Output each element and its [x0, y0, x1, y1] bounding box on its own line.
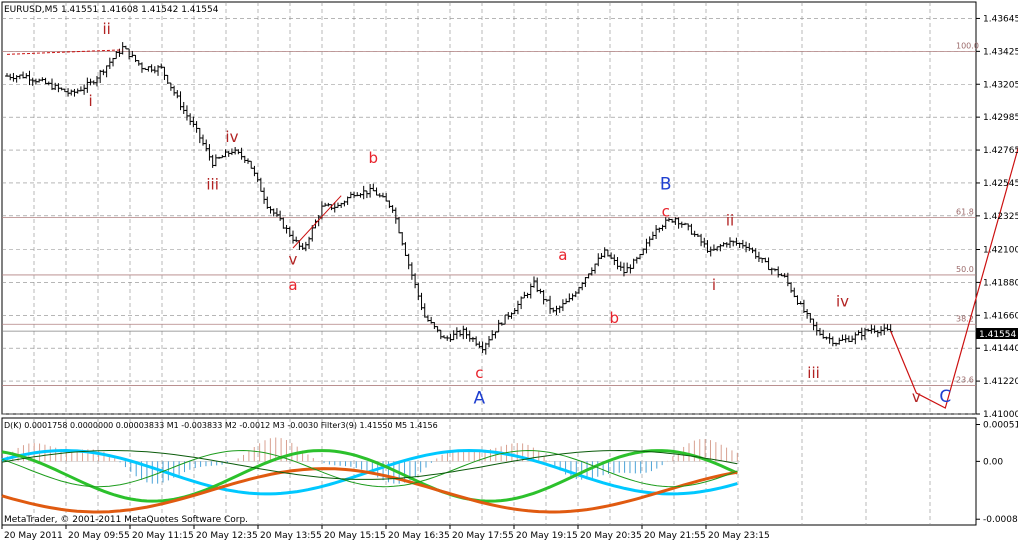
wave-label: iv [836, 292, 849, 310]
price-axis: 1.43645 1.43425 1.43205 1.42985 1.42765 1.425… [976, 14, 1018, 420]
time-tick-label: 20 May 17:55 [452, 531, 514, 541]
price-tick-label: 1.42545 [983, 179, 1018, 189]
wave-label: b [610, 309, 620, 327]
fibonacci-levels: 100.0 61.8 50.0 38.2 23.6 [2, 41, 979, 386]
fib-level-label: 100.0 [956, 41, 979, 50]
wave-label: a [558, 246, 567, 264]
price-tick-label: 1.41440 [983, 344, 1018, 354]
wave-label: ii [102, 20, 110, 38]
indicator-axis: 0.00051 0.00 -0.00080 [976, 421, 1018, 525]
wave-label: v [289, 250, 298, 268]
wave-label: a [288, 276, 297, 294]
wave-label: B [660, 175, 672, 195]
trend-line [292, 195, 342, 249]
wave-label: i [88, 92, 92, 110]
wave-label: i [712, 276, 716, 294]
time-tick-label: 20 May 12:35 [196, 531, 258, 541]
indicator-series [1, 437, 740, 514]
indicator-line [1, 449, 738, 503]
copyright-text: MetaTrader, © 2001-2011 MetaQuotes Softw… [4, 515, 248, 525]
fib-level-label: 50.0 [956, 265, 974, 274]
wave-label: ii [726, 212, 734, 230]
wave-label: v [912, 388, 921, 406]
wave-label: iii [807, 364, 820, 382]
fib-level-label: 23.6 [956, 376, 974, 385]
chart-header: EURUSD,M5 1.41551 1.41608 1.41542 1.4155… [4, 5, 219, 15]
trend-line [6, 49, 123, 55]
price-tick-label: 1.41220 [983, 377, 1018, 387]
price-tick-label: 1.42325 [983, 212, 1018, 222]
wave-projection-lines [6, 49, 1018, 409]
main-grid [2, 2, 976, 415]
indicator-line [1, 467, 738, 514]
current-price-badge: 1.41554 [979, 330, 1016, 340]
time-tick-label: 20 May 2011 [4, 531, 63, 541]
price-bars [5, 42, 893, 355]
price-tick-label: 1.43645 [983, 14, 1018, 24]
indicator-tick-label: 0.00051 [983, 421, 1018, 431]
time-axis: 20 May 2011 20 May 09:55 20 May 11:15 20 Ma… [1, 525, 770, 541]
wave-label: iv [225, 128, 238, 146]
wave-label: iii [206, 176, 219, 194]
price-tick-label: 1.43425 [983, 47, 1018, 57]
price-tick-label: 1.42765 [983, 146, 1018, 156]
wave-label: C [939, 387, 951, 407]
price-tick-label: 1.41880 [983, 278, 1018, 288]
time-tick-label: 20 May 20:35 [580, 531, 642, 541]
fib-level-label: 61.8 [956, 207, 974, 216]
price-tick-label: 1.42985 [983, 113, 1018, 123]
wave-label: A [474, 389, 486, 409]
current-price-badge-bg [976, 328, 1018, 339]
time-tick-label: 20 May 23:15 [708, 531, 770, 541]
time-tick-label: 20 May 21:55 [644, 531, 706, 541]
main-plot-frame [1, 1, 977, 415]
wave-label: c [475, 364, 483, 382]
indicator-grid [33, 418, 931, 525]
time-tick-label: 20 May 09:55 [68, 531, 130, 541]
indicator-line [1, 449, 738, 488]
indicator-header: D(K) 0.0001758 0.0000000 0.00003833 M1 -… [4, 421, 438, 430]
indicator-line [1, 449, 738, 480]
price-tick-label: 1.43205 [983, 80, 1018, 90]
time-tick-label: 20 May 19:15 [516, 531, 578, 541]
indicator-tick-label: 0.00 [983, 457, 1003, 467]
indicator-tick-label: -0.00080 [983, 515, 1018, 525]
time-tick-label: 20 May 16:35 [388, 531, 450, 541]
wave-label: c [662, 203, 670, 221]
price-tick-label: 1.42100 [983, 245, 1018, 255]
fib-level-label: 38.2 [956, 314, 974, 323]
time-tick-label: 20 May 15:15 [324, 531, 386, 541]
indicator-plot-frame [1, 417, 977, 526]
time-tick-label: 20 May 11:15 [132, 531, 194, 541]
wave-projection-line [890, 146, 1018, 409]
time-tick-label: 20 May 13:55 [260, 531, 322, 541]
price-tick-label: 1.41000 [983, 410, 1018, 420]
price-tick-label: 1.41660 [983, 311, 1018, 321]
wave-label: b [369, 149, 379, 167]
